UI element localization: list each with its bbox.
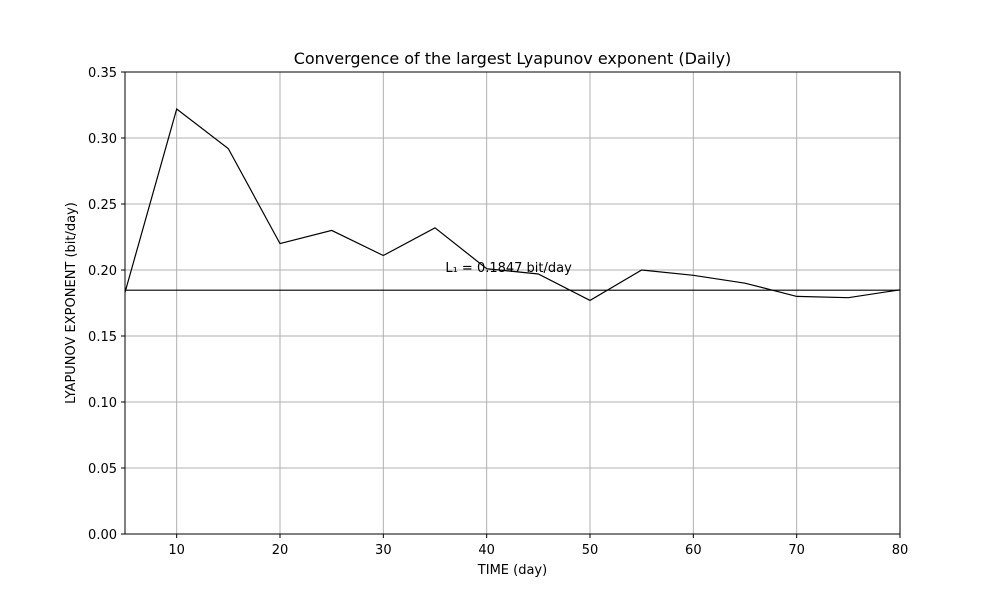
series-group (124, 107, 901, 302)
x-tick-label: 10 (168, 543, 185, 558)
y-tick-label: 0.25 (88, 198, 117, 213)
y-tick-label: 0.05 (88, 462, 117, 477)
x-axis-ticks: 10 20 30 40 50 60 70 80 (168, 534, 908, 558)
series-line (124, 107, 901, 302)
x-tick-label: 50 (582, 543, 599, 558)
y-tick-label: 0.10 (88, 396, 117, 411)
y-tick-label: 0.20 (88, 264, 117, 279)
x-tick-label: 40 (478, 543, 495, 558)
y-tick-label: 0.30 (88, 132, 117, 147)
x-tick-label: 60 (685, 543, 702, 558)
plot-frame (124, 71, 901, 535)
x-tick-label: 30 (375, 543, 392, 558)
grid-lines (125, 71, 901, 535)
y-axis-label: LYAPUNOV EXPONENT (bit/day) (64, 202, 79, 404)
y-tick-label: 0.15 (88, 330, 117, 345)
y-tick-label: 0.00 (88, 528, 117, 543)
chart-title: Convergence of the largest Lyapunov expo… (294, 49, 732, 68)
x-tick-label: 70 (788, 543, 805, 558)
x-axis-label: TIME (day) (477, 563, 547, 578)
y-axis-ticks: 0.00 0.05 0.10 0.15 0.20 0.25 0.30 0.35 (88, 66, 125, 543)
x-tick-label: 20 (272, 543, 289, 558)
x-tick-label: 80 (892, 543, 909, 558)
annotation-label: L₁ = 0.1847 bit/day (445, 261, 572, 276)
y-tick-label: 0.35 (88, 66, 117, 81)
